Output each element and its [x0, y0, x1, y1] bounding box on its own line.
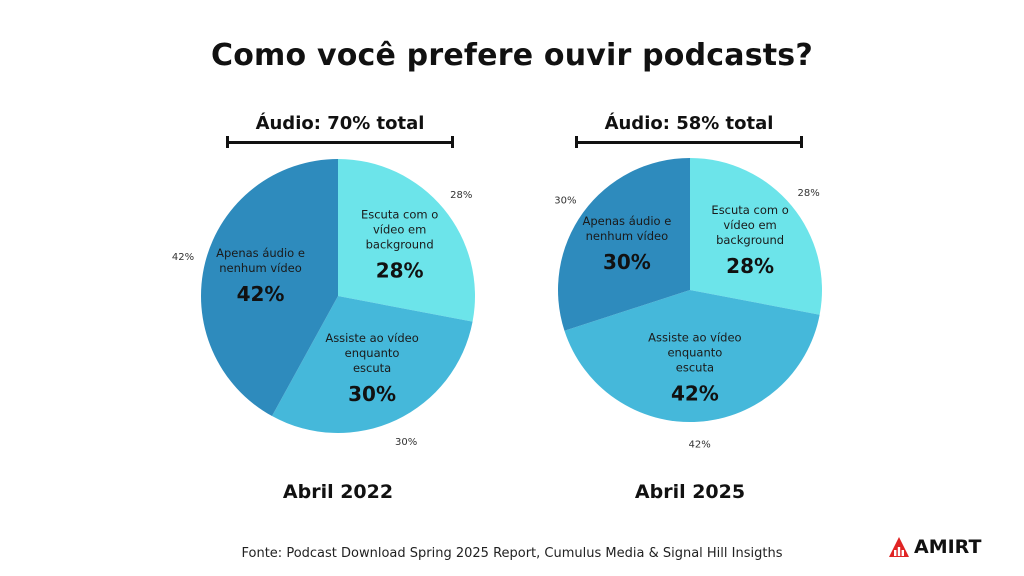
logo-icon — [889, 537, 909, 557]
slice-value-label: 30% — [603, 250, 651, 274]
slice-label: Apenas áudio e — [582, 214, 671, 228]
pie-slice — [271, 296, 473, 433]
slice-label: vídeo em — [373, 223, 426, 237]
slice-outer-label: 28% — [798, 188, 820, 199]
bracket-bar — [575, 141, 803, 144]
pie-slice — [201, 159, 338, 417]
source-note: Fonte: Podcast Download Spring 2025 Repo… — [241, 546, 783, 561]
slice-value-label: 42% — [237, 282, 285, 306]
slice-value-label: 42% — [671, 381, 719, 405]
slice-value-label: 28% — [376, 259, 424, 283]
period-label-2022: Abril 2022 — [282, 481, 394, 503]
slice-label: enquanto — [667, 345, 722, 359]
slice-label: Escuta com o — [361, 208, 438, 222]
slice-value-label: 30% — [348, 382, 396, 406]
slice-value-label: 28% — [726, 254, 774, 278]
slice-label: vídeo em — [723, 218, 776, 232]
slice-label: escuta — [676, 360, 714, 374]
slice-label: nenhum vídeo — [586, 229, 669, 243]
slice-outer-label: 42% — [689, 440, 711, 451]
pie-slice — [564, 290, 820, 423]
bracket-bar — [226, 141, 454, 144]
audio-total-label-2022: Áudio: 70% total — [255, 113, 425, 134]
slice-label: escuta — [353, 361, 391, 375]
logo-text: AMIRT — [914, 536, 982, 558]
pie-slice — [338, 159, 476, 322]
slice-label: Apenas áudio e — [216, 246, 305, 260]
slice-label: background — [716, 233, 784, 247]
amirt-logo: AMIRT — [888, 536, 981, 558]
slice-label: Assiste ao vídeo — [648, 330, 741, 344]
slice-label: Escuta com o — [711, 203, 788, 217]
bracket-tick-right — [800, 136, 803, 148]
slice-outer-label: 28% — [450, 190, 472, 201]
bracket-tick-right — [451, 136, 454, 148]
audio-total-label-2025: Áudio: 58% total — [604, 113, 774, 134]
slice-outer-label: 30% — [395, 437, 417, 448]
slice-outer-label: 42% — [172, 252, 194, 263]
chart-title: Como você prefere ouvir podcasts? — [211, 38, 813, 73]
period-label-2025: Abril 2025 — [634, 481, 746, 503]
slice-label: Assiste ao vídeo — [325, 331, 418, 345]
audio-bracket-2025 — [575, 136, 803, 148]
slice-label: enquanto — [345, 346, 400, 360]
pie-slice — [690, 158, 823, 315]
slice-outer-label: 30% — [554, 195, 576, 206]
audio-bracket-2022 — [226, 136, 454, 148]
pie-slice — [557, 158, 690, 331]
bracket-tick-left — [226, 136, 229, 148]
bracket-tick-left — [575, 136, 578, 148]
slice-label: nenhum vídeo — [219, 261, 302, 275]
slice-label: background — [366, 238, 434, 252]
